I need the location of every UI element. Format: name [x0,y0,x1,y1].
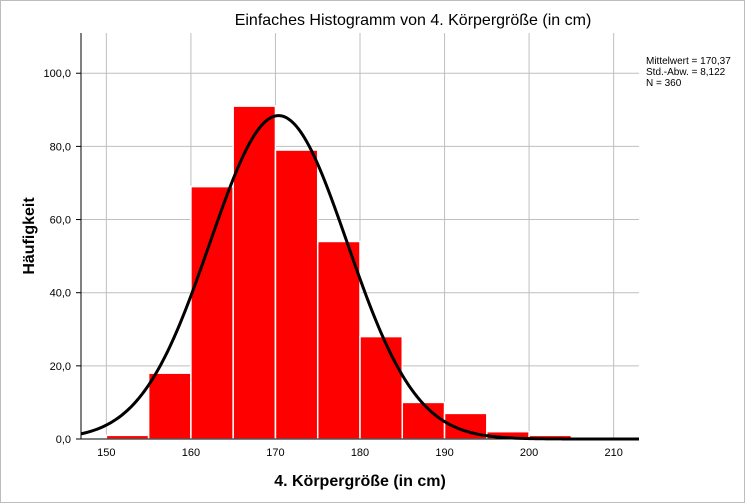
x-tick-labels: 150 160 170 180 190 200 210 [97,447,623,459]
histogram-bars [105,105,573,440]
histogram-bar [359,335,404,440]
y-tick-label: 20,0 [50,361,71,373]
x-axis-title: 4. Körpergröße (in cm) [274,473,446,490]
x-tick-label: 190 [435,447,453,459]
y-tick-label: 40,0 [50,288,71,300]
histogram-bar [147,372,192,440]
y-tick-label: 80,0 [50,141,71,153]
stats-line: Mittelwert = 170,37 [646,56,731,67]
histogram-bar [190,185,234,440]
stats-line: Std.-Abw. = 8,122 [646,67,726,78]
axes [76,33,639,440]
y-tick-label: 100,0 [43,68,71,80]
chart-title: Einfaches Histogramm von 4. Körpergröße … [235,12,592,29]
x-tick-label: 200 [520,447,538,459]
histogram-bar [105,434,150,440]
histogram-bar [232,105,277,440]
histogram-bar [316,240,361,440]
x-tick-label: 180 [351,447,369,459]
x-tick-label: 150 [97,447,115,459]
y-tick-labels: 0,0 20,0 40,0 60,0 80,0 100,0 [43,68,71,446]
y-axis-title: Häufigkeit [21,197,38,275]
y-tick-label: 0,0 [56,434,71,446]
y-tick-label: 60,0 [50,215,71,227]
stats-line: N = 360 [646,78,682,89]
x-tick-label: 210 [604,447,622,459]
histogram-bar [274,149,319,440]
x-tick-label: 160 [182,447,200,459]
histogram-bar [401,401,446,440]
x-tick-label: 170 [266,447,284,459]
